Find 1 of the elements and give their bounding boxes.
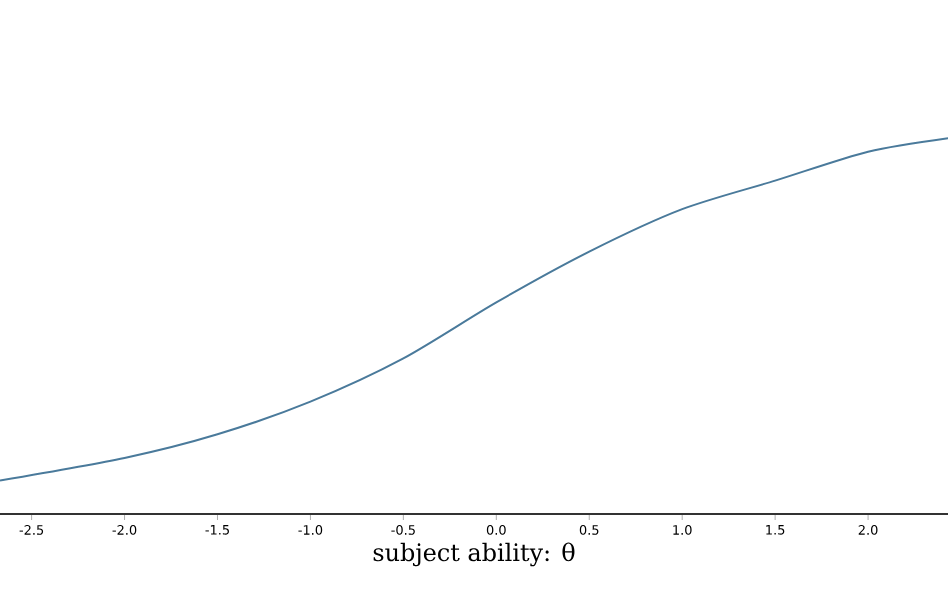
x-axis-title: subject ability: θ	[373, 542, 575, 567]
